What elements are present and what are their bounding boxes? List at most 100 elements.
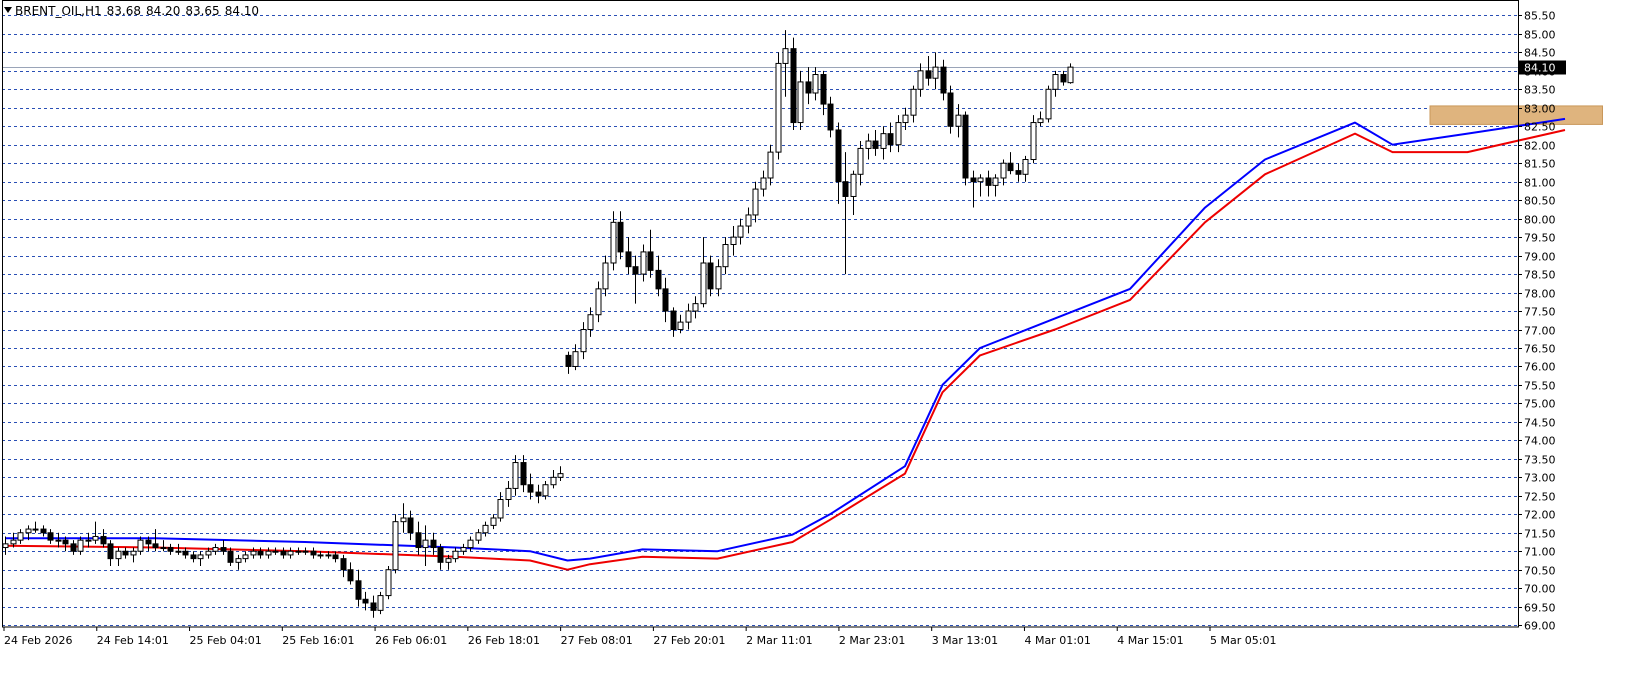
- candle-body-down: [925, 70, 932, 79]
- y-tick-label: 80.00: [1524, 214, 1556, 227]
- candle-body-up: [512, 462, 519, 489]
- y-tick-label: 69.00: [1524, 620, 1556, 633]
- y-tick-label: 71.50: [1524, 528, 1556, 541]
- candle-body-up: [812, 74, 819, 94]
- candle-body-up: [482, 524, 489, 534]
- candle: [977, 174, 984, 197]
- candle-body-up: [782, 48, 789, 64]
- candle-body-up: [595, 288, 602, 316]
- candle: [737, 218, 744, 245]
- candle: [362, 591, 369, 611]
- candle-body-up: [610, 221, 617, 264]
- candle: [422, 525, 429, 567]
- candle-body-up: [760, 177, 767, 190]
- candle-body-up: [685, 310, 692, 323]
- dropdown-arrow-icon[interactable]: [4, 7, 12, 13]
- zone-layer: [1429, 105, 1603, 125]
- candle: [512, 455, 519, 496]
- candle: [122, 547, 129, 559]
- candle: [385, 566, 392, 600]
- y-tick-label: 70.00: [1524, 583, 1556, 596]
- candle: [790, 37, 797, 130]
- candle-body-down: [47, 532, 54, 541]
- candle-body-down: [527, 484, 534, 493]
- y-tick-label: 72.50: [1524, 491, 1556, 504]
- candle-body-up: [587, 314, 594, 331]
- candle: [647, 229, 654, 278]
- candle: [370, 595, 377, 618]
- candle: [692, 296, 699, 319]
- candle: [265, 547, 272, 559]
- candle-body-up: [767, 151, 774, 179]
- candle: [467, 536, 474, 552]
- candle: [437, 543, 444, 570]
- y-tick-label: 81.00: [1524, 177, 1556, 190]
- candle: [685, 303, 692, 330]
- low-value: 83.65: [185, 4, 220, 18]
- candle: [557, 466, 564, 482]
- candle-body-up: [25, 528, 32, 534]
- candle-body-down: [70, 543, 77, 552]
- candle-body-up: [745, 214, 752, 227]
- candle-body-up: [302, 550, 309, 553]
- candle: [587, 307, 594, 337]
- candle-body-up: [115, 550, 122, 560]
- candle-body-down: [347, 569, 354, 582]
- candle: [827, 96, 834, 138]
- candle-body-up: [677, 321, 684, 331]
- candle-body-down: [805, 81, 812, 94]
- axes: 85.5085.0084.5084.0083.5083.0082.5082.00…: [2, 0, 1566, 647]
- close-value: 84.10: [224, 4, 260, 18]
- candle-body-down: [827, 103, 834, 131]
- candle: [190, 551, 197, 563]
- plot-frame: [2, 0, 1519, 628]
- y-tick-label: 73.50: [1524, 454, 1556, 467]
- y-tick-label: 80.50: [1524, 195, 1556, 208]
- candle: [130, 547, 137, 563]
- candle-body-up: [10, 539, 17, 545]
- candle: [310, 547, 317, 559]
- candle: [842, 152, 849, 275]
- candle: [550, 469, 557, 489]
- y-tick-label: 74.00: [1524, 435, 1556, 448]
- candle-body-down: [122, 550, 129, 556]
- candle: [490, 514, 497, 530]
- current-price-marker: [1519, 60, 1566, 75]
- candle-body-up: [392, 521, 399, 571]
- candle: [722, 237, 729, 275]
- candle: [602, 255, 609, 297]
- candle: [985, 170, 992, 197]
- candle-body-up: [272, 550, 279, 553]
- candle: [677, 314, 684, 334]
- y-tick-label: 75.50: [1524, 380, 1556, 393]
- candle: [640, 244, 647, 282]
- x-tick-label: 2 Mar 23:01: [839, 634, 905, 647]
- candle-body-down: [190, 554, 197, 560]
- candle: [745, 207, 752, 234]
- candle-body-up: [737, 225, 744, 238]
- candle-body-down: [430, 539, 437, 549]
- candle: [595, 281, 602, 323]
- y-tick-label: 76.00: [1524, 361, 1556, 374]
- candle: [100, 529, 107, 548]
- candle-body-up: [92, 535, 99, 541]
- candle-body-up: [460, 547, 467, 552]
- candle-body-up: [197, 554, 204, 560]
- y-tick-label: 79.50: [1524, 232, 1556, 245]
- candle: [152, 529, 159, 552]
- candle: [872, 129, 879, 156]
- candle-body-up: [467, 539, 474, 549]
- candle: [1037, 111, 1044, 127]
- candle: [475, 529, 482, 544]
- candle: [962, 111, 969, 186]
- price-zone: [1429, 105, 1603, 125]
- candle-body-up: [722, 244, 729, 268]
- candle: [970, 170, 977, 208]
- candle-body-down: [820, 74, 827, 105]
- candle-body-up: [640, 251, 647, 275]
- candle: [40, 525, 47, 537]
- candle: [947, 85, 954, 134]
- candle: [325, 551, 332, 559]
